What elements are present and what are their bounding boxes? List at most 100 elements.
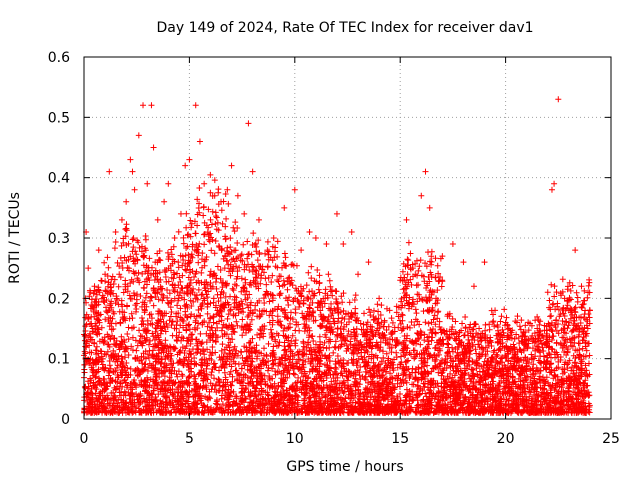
data-point: [561, 369, 568, 376]
data-point: [276, 360, 283, 367]
data-point: [183, 343, 190, 350]
data-point: [225, 409, 232, 416]
data-point: [310, 337, 317, 344]
data-point: [201, 231, 208, 238]
data-point: [421, 337, 428, 344]
data-point: [104, 254, 111, 261]
data-point: [312, 341, 319, 348]
data-point: [189, 346, 196, 353]
data-point: [412, 369, 419, 376]
data-point: [437, 255, 444, 262]
data-point: [394, 364, 401, 371]
data-point: [217, 291, 224, 298]
data-point: [211, 250, 218, 257]
data-point: [204, 323, 211, 330]
data-point: [435, 270, 442, 277]
data-point: [210, 331, 217, 338]
data-point: [287, 324, 294, 331]
data-point: [107, 284, 114, 291]
data-point: [564, 302, 571, 309]
data-point: [207, 380, 214, 387]
data-point: [428, 319, 435, 326]
data-point: [123, 360, 130, 367]
data-point: [531, 391, 538, 398]
data-point: [137, 292, 144, 299]
data-point: [261, 345, 268, 352]
data-point: [305, 269, 312, 276]
data-point: [559, 276, 566, 283]
data-point: [118, 297, 125, 304]
data-point: [133, 347, 140, 354]
data-point: [130, 268, 137, 275]
data-point: [103, 296, 110, 303]
data-point: [203, 253, 210, 260]
data-point: [249, 335, 256, 342]
data-point: [124, 331, 131, 338]
data-point: [586, 314, 593, 321]
data-point: [108, 389, 115, 396]
data-point: [389, 330, 396, 337]
data-point: [572, 347, 579, 354]
data-point: [226, 347, 233, 354]
data-point: [388, 360, 395, 367]
data-point: [310, 313, 317, 320]
data-point: [432, 330, 439, 337]
data-point: [483, 394, 490, 401]
data-point: [136, 327, 143, 334]
data-point: [489, 355, 496, 362]
data-point: [497, 318, 504, 325]
data-point: [168, 308, 175, 315]
data-point: [187, 217, 194, 224]
data-point: [113, 293, 120, 300]
data-point: [471, 403, 478, 410]
data-point: [341, 340, 348, 347]
data-point: [274, 253, 281, 260]
data-point: [510, 341, 517, 348]
data-point: [101, 397, 108, 404]
data-point: [215, 243, 222, 250]
data-point: [432, 356, 439, 363]
data-point: [150, 302, 157, 309]
data-point: [328, 300, 335, 307]
data-point: [149, 391, 156, 398]
data-point: [150, 284, 157, 291]
data-point: [439, 277, 446, 284]
data-point: [551, 293, 558, 300]
data-point: [339, 299, 346, 306]
data-point: [404, 271, 411, 278]
data-point: [213, 320, 220, 327]
data-point: [559, 288, 566, 295]
data-point: [476, 368, 483, 375]
data-point: [102, 408, 109, 415]
data-point: [214, 263, 221, 270]
data-point: [428, 261, 435, 268]
data-point: [438, 357, 445, 364]
data-point: [316, 363, 323, 370]
data-point: [127, 371, 134, 378]
data-point: [434, 380, 441, 387]
data-point: [340, 357, 347, 364]
data-point: [475, 355, 482, 362]
data-point: [403, 349, 410, 356]
data-point: [267, 326, 274, 333]
data-point: [136, 409, 143, 416]
data-point: [325, 271, 332, 278]
data-point: [429, 304, 436, 311]
data-point: [127, 280, 134, 287]
data-point: [242, 396, 249, 403]
data-point: [403, 363, 410, 370]
data-point: [413, 257, 420, 264]
data-point: [147, 337, 154, 344]
data-point: [274, 276, 281, 283]
data-point: [546, 343, 553, 350]
data-point: [257, 396, 264, 403]
data-point: [262, 275, 269, 282]
data-point: [108, 298, 115, 305]
data-point: [164, 286, 171, 293]
data-point: [398, 311, 405, 318]
data-point: [184, 263, 191, 270]
data-point: [158, 400, 165, 407]
data-point: [188, 302, 195, 309]
data-point: [381, 377, 388, 384]
data-point: [183, 337, 190, 344]
